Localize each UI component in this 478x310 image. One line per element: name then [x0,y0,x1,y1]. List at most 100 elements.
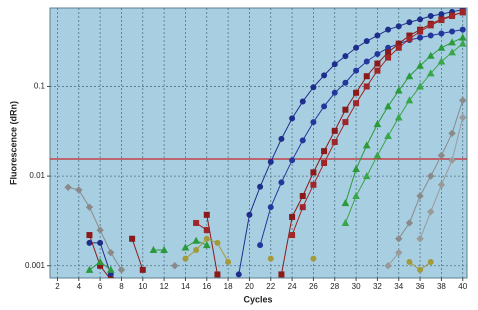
marker [106,265,115,273]
marker [395,248,403,257]
marker [427,32,434,39]
marker [299,204,306,211]
marker [437,43,446,51]
marker [438,11,445,18]
x-tick-label: 8 [119,282,124,291]
marker [352,164,360,172]
marker [416,61,424,69]
marker [96,226,104,234]
marker [374,51,381,58]
y-tick-label: 0.001 [25,261,46,270]
marker [394,113,403,121]
marker [321,103,328,110]
marker [341,199,350,207]
marker [417,16,424,23]
marker [289,232,296,239]
x-tick-label: 34 [394,282,403,291]
x-tick-label: 14 [181,282,190,291]
marker [331,127,338,134]
marker [310,84,317,91]
marker [278,179,285,186]
marker [267,255,274,262]
marker [352,191,360,199]
marker [299,137,306,144]
marker [459,26,466,33]
marker [203,227,210,234]
marker [448,156,456,165]
x-tick-label: 26 [309,282,318,291]
marker [384,262,392,270]
marker [310,255,317,262]
marker [267,158,274,165]
x-tick-label: 40 [458,282,467,291]
marker [181,243,190,251]
x-tick-label: 18 [224,282,233,291]
marker [289,213,296,220]
marker [289,115,296,122]
marker [417,266,424,273]
marker [235,271,242,278]
marker [416,235,424,243]
marker [85,203,94,211]
marker [449,28,456,35]
marker [459,8,466,15]
marker [363,58,370,65]
marker [395,44,402,51]
marker [193,246,200,253]
marker [427,172,435,180]
marker [362,141,371,149]
marker [299,98,306,105]
marker [426,69,435,77]
marker [406,259,413,266]
marker [385,49,392,56]
marker [374,60,381,67]
marker [353,44,360,51]
plot-area [49,7,468,279]
marker [193,219,200,226]
marker [438,30,445,37]
marker [257,183,264,190]
x-tick-label: 28 [330,282,339,291]
marker [257,242,264,249]
marker [394,86,403,94]
marker [75,186,83,194]
marker [289,157,296,164]
marker [171,262,179,270]
marker [384,102,392,110]
marker [437,181,446,189]
marker [342,119,349,126]
marker [438,17,445,24]
marker [321,72,328,79]
x-tick-label: 4 [77,282,82,291]
marker [310,181,317,188]
marker [278,135,285,142]
marker [448,129,456,138]
marker [459,96,467,105]
marker [427,22,434,29]
marker [214,239,221,246]
marker [417,28,424,35]
marker [96,257,104,266]
marker [448,48,456,56]
x-tick-label: 2 [55,282,60,291]
marker [331,89,338,96]
marker [385,54,392,61]
marker [374,32,381,39]
marker [225,259,232,266]
marker [321,148,328,155]
marker [363,73,370,80]
marker [458,39,467,47]
marker [278,271,285,278]
x-tick-label: 30 [352,282,361,291]
plot [50,8,467,278]
marker [373,120,382,128]
x-axis-title: Cycles [243,294,272,304]
marker [362,172,371,180]
marker [64,183,72,192]
marker [395,235,403,243]
series-line [344,43,464,224]
marker [331,61,338,68]
x-tick-label: 24 [288,282,297,291]
marker [192,236,200,244]
x-tick-label: 12 [160,282,169,291]
